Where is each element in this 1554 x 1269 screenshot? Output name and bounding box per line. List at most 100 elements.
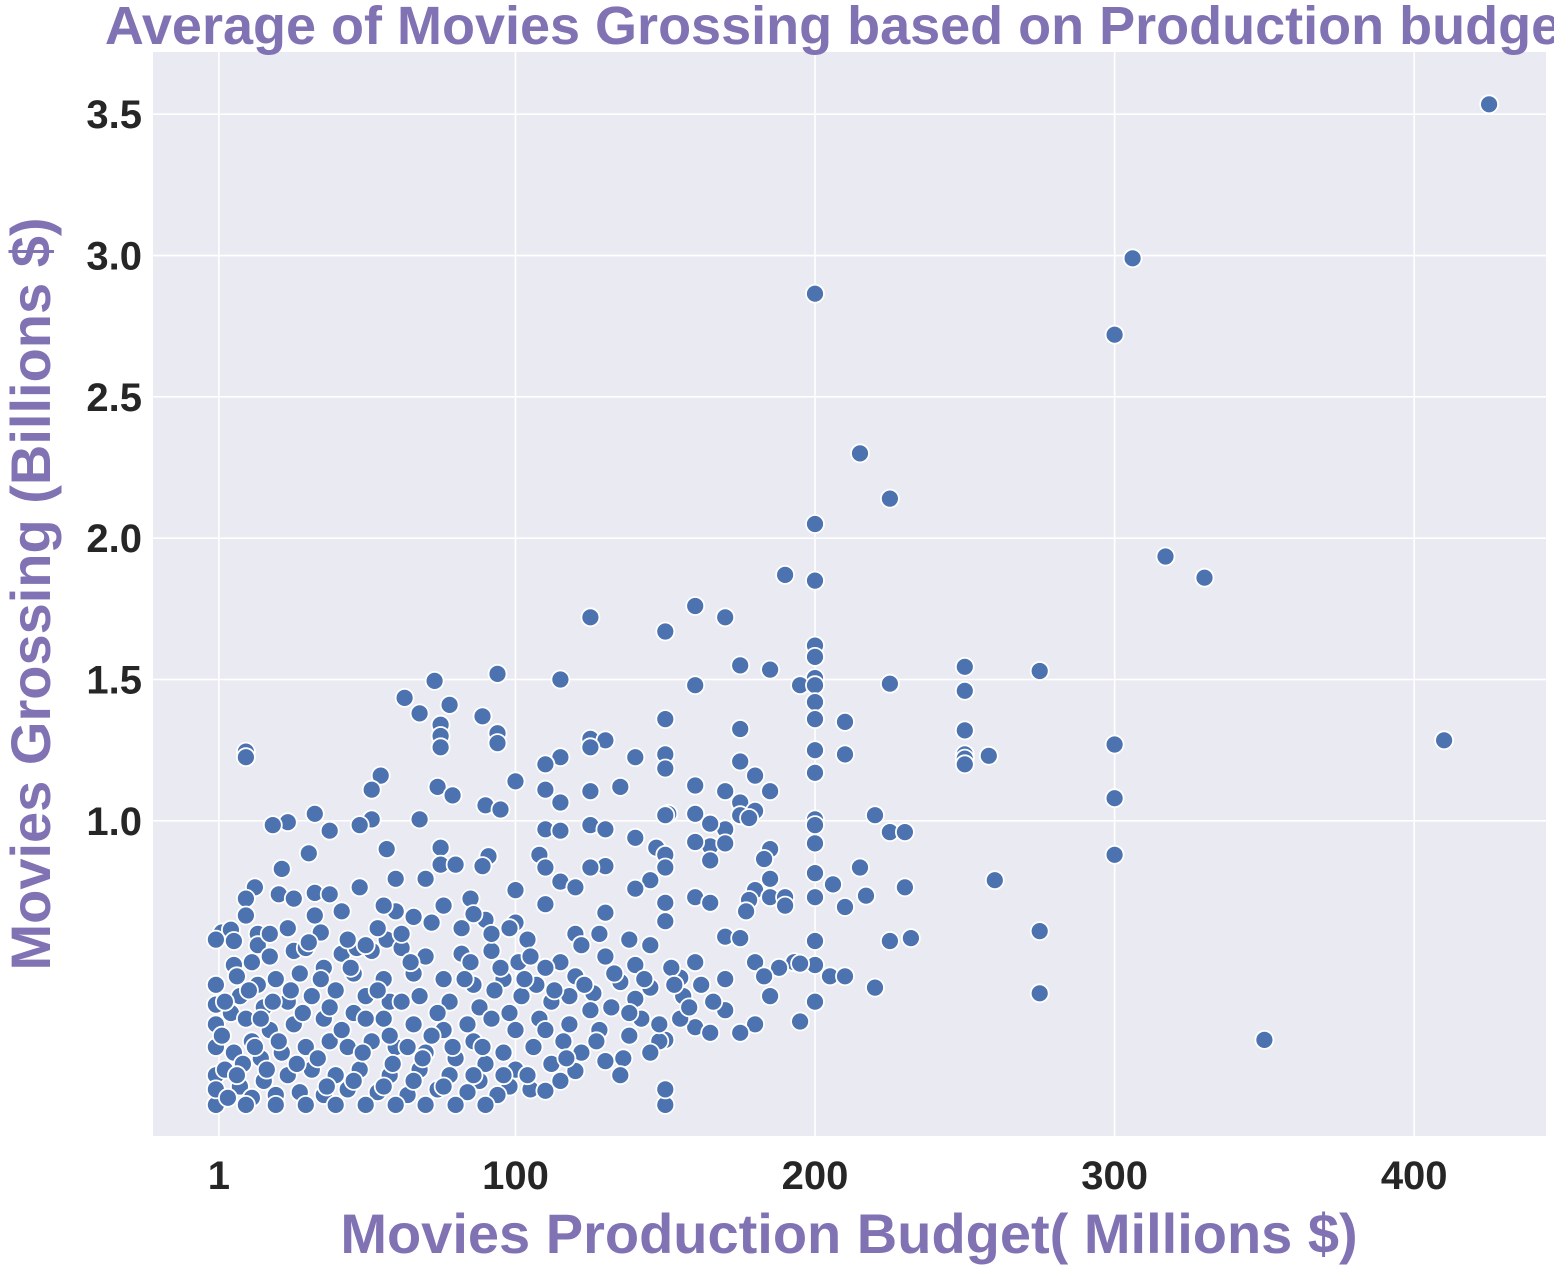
data-point (382, 1054, 403, 1074)
data-point (586, 1031, 607, 1052)
data-point (700, 813, 721, 834)
data-point (649, 1014, 670, 1035)
data-point (490, 799, 511, 820)
data-point (589, 924, 610, 944)
data-point (954, 656, 975, 677)
data-point (511, 986, 532, 1006)
data-point (715, 781, 736, 802)
x-tick-label: 1 (208, 1154, 230, 1198)
data-point (1479, 94, 1499, 115)
data-point (289, 963, 310, 984)
data-point (307, 1048, 328, 1069)
x-tick-label: 100 (482, 1154, 549, 1198)
data-point (805, 991, 825, 1012)
data-point (421, 1025, 442, 1046)
data-point (823, 874, 843, 895)
data-point (259, 946, 280, 967)
data-point (715, 607, 736, 628)
grid-lines (153, 52, 1546, 1136)
data-point (760, 986, 780, 1006)
data-point (403, 1014, 424, 1035)
data-point (805, 675, 825, 696)
data-point (301, 986, 322, 1006)
data-point (685, 832, 706, 852)
data-point (661, 957, 682, 978)
data-point (397, 1037, 418, 1057)
x-tick-labels: 1 100 200 300 400 (208, 1154, 1448, 1198)
data-point (373, 1076, 394, 1097)
data-point (550, 669, 571, 690)
data-point (517, 1065, 538, 1086)
data-point (984, 870, 1005, 891)
data-point (241, 952, 262, 973)
data-point (550, 820, 571, 841)
data-point (265, 969, 286, 989)
data-point (268, 1031, 289, 1052)
data-point (235, 888, 256, 909)
data-point (805, 762, 825, 783)
data-point (865, 977, 885, 998)
data-point (901, 928, 921, 948)
data-point (895, 877, 915, 898)
data-point (655, 758, 676, 779)
data-point (223, 931, 244, 951)
data-point (292, 1003, 313, 1023)
data-point (517, 929, 538, 950)
x-tick-label: 300 (1081, 1154, 1148, 1198)
data-point (715, 969, 736, 989)
data-point (640, 1042, 661, 1063)
data-point (235, 747, 256, 768)
data-point (331, 1020, 352, 1040)
data-point (424, 671, 445, 691)
data-point (226, 966, 247, 987)
data-point (730, 1022, 751, 1043)
data-point (316, 1076, 337, 1097)
chart-title: Average of Movies Grossing based on Prod… (105, 0, 1554, 56)
data-point (856, 885, 876, 906)
data-point (262, 815, 283, 835)
data-point (1104, 324, 1125, 345)
data-point (481, 924, 502, 944)
data-point (475, 1095, 496, 1115)
y-tick-label: 3.0 (86, 235, 142, 279)
data-point (457, 1014, 478, 1035)
data-point (679, 997, 700, 1018)
data-point (235, 1095, 256, 1115)
data-point (610, 1065, 631, 1086)
data-point (556, 1048, 577, 1069)
data-point (505, 771, 526, 792)
data-point (535, 754, 556, 775)
y-axis-label: Movies Grossing (Billions $) (0, 217, 62, 970)
data-point (433, 1076, 454, 1097)
data-point (685, 775, 706, 796)
data-point (625, 955, 646, 975)
data-point (580, 857, 601, 878)
data-point (1155, 546, 1176, 567)
data-point (805, 647, 825, 667)
data-point (205, 974, 226, 995)
data-point (790, 1011, 810, 1032)
data-point (835, 897, 855, 917)
data-point (619, 1003, 640, 1023)
data-point (472, 856, 493, 876)
data-point (391, 991, 412, 1012)
data-point (790, 953, 810, 974)
data-point (736, 901, 756, 922)
data-point (835, 744, 855, 765)
data-point (580, 607, 601, 628)
data-point (865, 805, 885, 826)
data-point (1434, 730, 1454, 751)
data-point (367, 918, 388, 939)
data-point (550, 1071, 571, 1091)
data-point (472, 706, 493, 727)
x-tick-label: 200 (782, 1154, 849, 1198)
data-point (463, 1065, 484, 1086)
data-point (319, 884, 340, 905)
data-point (472, 1037, 493, 1057)
data-point (754, 966, 774, 987)
data-point (340, 957, 361, 978)
data-point (954, 754, 975, 775)
data-point (439, 991, 460, 1012)
data-point (337, 929, 358, 950)
data-point (880, 931, 900, 951)
